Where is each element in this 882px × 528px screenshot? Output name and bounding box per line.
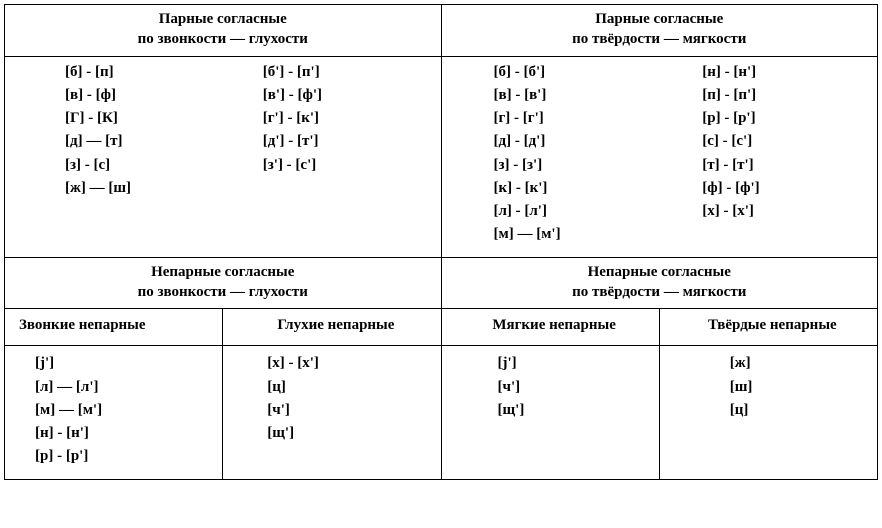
cell-hard-unpaired: [ж] [ш] [ц] <box>659 346 877 479</box>
pair-item: [м] — [м'] <box>35 399 216 422</box>
subheader-text: Глухие непарные <box>277 317 394 333</box>
header-paired-voicing: Парные согласные по звонкости — глухости <box>5 5 442 57</box>
pair-item: [б'] - [п'] <box>263 61 435 84</box>
pair-item: [р] - [р'] <box>702 107 871 130</box>
header-line: по твёрдости — мягкости <box>448 29 872 49</box>
subheader-text: Мягкие непарные <box>492 317 616 333</box>
pair-item: [л] - [л'] <box>494 200 663 223</box>
consonant-table: Парные согласные по звонкости — глухости… <box>4 4 878 480</box>
pair-item: [j'] <box>498 352 653 375</box>
pair-item: [ч'] <box>267 399 434 422</box>
pair-column: [б] - [п] [в] - [ф] [Г] - [К] [д] — [т] … <box>5 61 243 201</box>
pair-item: [н] - [н'] <box>702 61 871 84</box>
header-line: Непарные согласные <box>448 262 872 282</box>
header-paired-hardness: Парные согласные по твёрдости — мягкости <box>441 5 878 57</box>
header-line: Парные согласные <box>448 9 872 29</box>
header-line: Непарные согласные <box>11 262 435 282</box>
pair-item: [j'] <box>35 352 216 375</box>
pair-item: [х] - [х'] <box>702 200 871 223</box>
cell-paired-hardness: [б] - [б'] [в] - [в'] [г] - [г'] [д] - [… <box>441 56 878 257</box>
subheader-hard-unpaired: Твёрдые непарные <box>659 309 877 346</box>
subheader-voiced-unpaired: Звонкие непарные <box>5 309 223 346</box>
pair-item: [п] - [п'] <box>702 84 871 107</box>
pair-item: [ж] — [ш] <box>65 177 237 200</box>
pair-item: [ц] <box>267 376 434 399</box>
pair-item: [з] - [з'] <box>494 154 663 177</box>
cell-voiceless-unpaired: [х] - [х'] [ц] [ч'] [щ'] <box>223 346 441 479</box>
pair-column: [б] - [б'] [в] - [в'] [г] - [г'] [д] - [… <box>442 61 669 247</box>
subheader-text: Звонкие непарные <box>19 317 146 333</box>
pair-item: [ц] <box>730 399 871 422</box>
pair-item: [г] - [г'] <box>494 107 663 130</box>
header-unpaired-hardness: Непарные согласные по твёрдости — мягкос… <box>441 257 878 309</box>
pair-item: [ж] <box>730 352 871 375</box>
pair-item: [к] - [к'] <box>494 177 663 200</box>
pair-item: [з] - [с] <box>65 154 237 177</box>
pair-item: [м] — [м'] <box>494 223 663 246</box>
pair-item: [ч'] <box>498 376 653 399</box>
pair-item: [д] - [д'] <box>494 130 663 153</box>
pair-item: [щ'] <box>498 399 653 422</box>
pair-item: [в'] - [ф'] <box>263 84 435 107</box>
cell-soft-unpaired: [j'] [ч'] [щ'] <box>441 346 659 479</box>
pair-item: [Г] - [К] <box>65 107 237 130</box>
pair-column: [б'] - [п'] [в'] - [ф'] [г'] - [к'] [д']… <box>243 61 441 201</box>
pair-item: [д'] - [т'] <box>263 130 435 153</box>
pair-item: [з'] - [с'] <box>263 154 435 177</box>
pair-item: [х] - [х'] <box>267 352 434 375</box>
header-unpaired-voicing: Непарные согласные по звонкости — глухос… <box>5 257 442 309</box>
header-line: по твёрдости — мягкости <box>448 282 872 302</box>
pair-item: [д] — [т] <box>65 130 237 153</box>
subheader-soft-unpaired: Мягкие непарные <box>441 309 659 346</box>
pair-item: [н] - [н'] <box>35 422 216 445</box>
pair-item: [л] — [л'] <box>35 376 216 399</box>
header-line: по звонкости — глухости <box>11 29 435 49</box>
subheader-voiceless-unpaired: Глухие непарные <box>223 309 441 346</box>
pair-item: [г'] - [к'] <box>263 107 435 130</box>
pair-item: [б] - [б'] <box>494 61 663 84</box>
cell-paired-voicing: [б] - [п] [в] - [ф] [Г] - [К] [д] — [т] … <box>5 56 442 257</box>
pair-item: [в] - [в'] <box>494 84 663 107</box>
pair-item: [б] - [п] <box>65 61 237 84</box>
pair-item: [щ'] <box>267 422 434 445</box>
pair-item: [ф] - [ф'] <box>702 177 871 200</box>
pair-item: [т] - [т'] <box>702 154 871 177</box>
subheader-text: Твёрдые непарные <box>708 317 837 333</box>
pair-item: [с] - [с'] <box>702 130 871 153</box>
header-line: Парные согласные <box>11 9 435 29</box>
pair-column: [н] - [н'] [п] - [п'] [р] - [р'] [с] - [… <box>668 61 877 247</box>
cell-voiced-unpaired: [j'] [л] — [л'] [м] — [м'] [н] - [н'] [р… <box>5 346 223 479</box>
pair-item: [в] - [ф] <box>65 84 237 107</box>
pair-item: [р] - [р'] <box>35 445 216 468</box>
header-line: по звонкости — глухости <box>11 282 435 302</box>
pair-item: [ш] <box>730 376 871 399</box>
